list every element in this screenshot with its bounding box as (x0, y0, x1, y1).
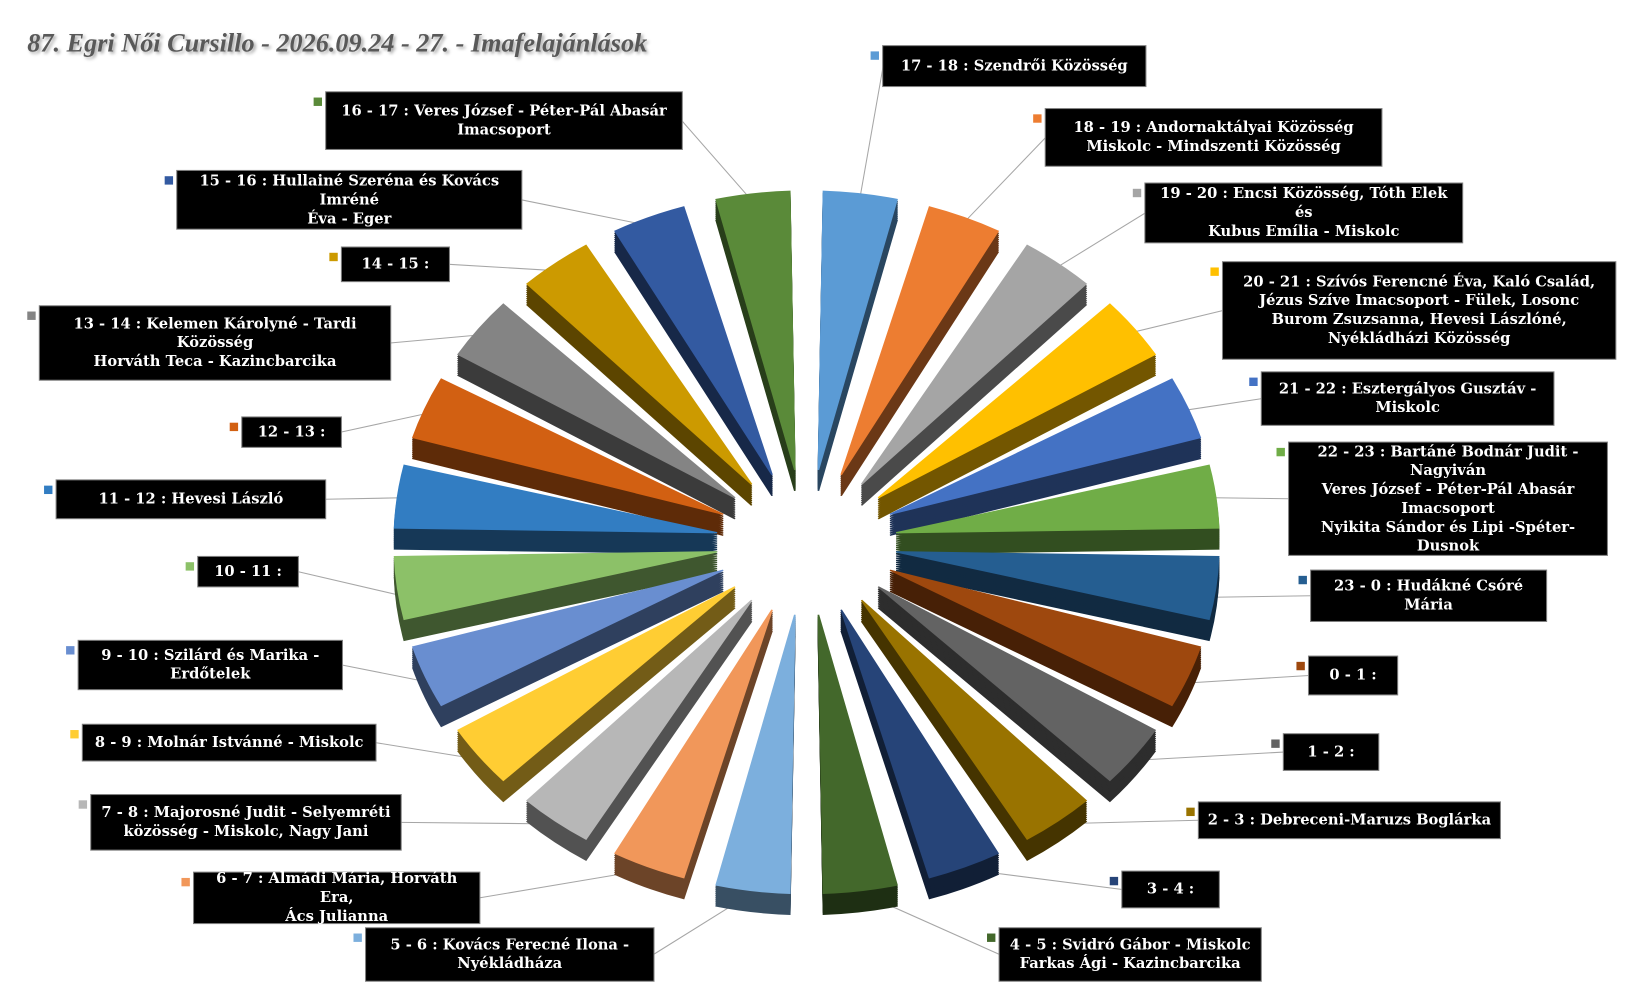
slice (840, 206, 1000, 476)
legend-marker (229, 422, 239, 432)
data-label: 13 - 14 : Kelemen Károlyné - Tardi Közös… (39, 306, 391, 380)
legend-marker (1298, 575, 1307, 585)
data-label: 21 - 22 : Esztergályos Gusztáv - Miskolc (1261, 372, 1554, 425)
data-label: 20 - 21 : Szívós Ferencné Éva, Kaló Csal… (1223, 262, 1616, 359)
data-label: 4 - 5 : Svidró Gábor - Miskolc Farkas Ág… (999, 928, 1261, 981)
leader-line (1124, 309, 1224, 335)
data-label: 18 - 19 : Andornaktályai Közösség Miskol… (1045, 109, 1382, 166)
leader-line (1204, 497, 1290, 500)
leader-line (297, 571, 409, 598)
data-label: 10 - 11 : (198, 556, 298, 587)
slice (411, 569, 724, 707)
legend-marker (329, 252, 338, 262)
slice (411, 378, 724, 515)
slice (715, 614, 796, 894)
legend-marker (185, 562, 195, 571)
legend-marker (870, 51, 879, 60)
legend-marker (164, 176, 174, 185)
data-label: 23 - 0 : Hudákné Csóré Mária (1311, 570, 1547, 621)
data-label: 5 - 6 : Kovács Ferecné Ilona - Nyékládhá… (366, 928, 654, 981)
data-label: 14 - 15 : (341, 247, 449, 282)
leader-line (340, 410, 436, 433)
leader-line (325, 497, 409, 500)
data-label: 3 - 4 : (1122, 871, 1219, 908)
legend-marker (313, 97, 323, 106)
slice (817, 614, 898, 894)
slice (457, 586, 736, 782)
data-label: 1 - 2 : (1283, 734, 1379, 770)
leader-line (448, 263, 563, 272)
slice (889, 378, 1202, 515)
legend-marker (78, 800, 88, 809)
legend-marker (1210, 267, 1219, 276)
data-label: 12 - 13 : (242, 417, 341, 447)
leader-line (959, 137, 1047, 227)
data-label: 19 - 20 : Encsi Közösség, Tóth Elek és K… (1145, 183, 1463, 243)
leader-line (858, 65, 884, 204)
legend-marker (1186, 807, 1195, 817)
legend-marker (66, 646, 75, 655)
slice (895, 551, 1220, 621)
leader-line (681, 120, 755, 204)
slice (614, 609, 773, 879)
slice (457, 303, 736, 499)
slice (860, 244, 1088, 485)
slice (526, 599, 753, 841)
data-label: 0 - 1 : (1309, 656, 1398, 695)
slice (877, 303, 1157, 499)
slice (840, 609, 1000, 879)
slice (526, 244, 753, 485)
legend-marker (353, 933, 362, 942)
slice (877, 586, 1157, 782)
data-label: 8 - 9 : Molnár Istvánné - Miskolc (82, 724, 376, 761)
slice (860, 599, 1088, 841)
data-label: 15 - 16 : Hullainé Szeréna és Kovács Imr… (177, 170, 522, 229)
chart-title: 87. Egri Női Cursillo - 2026.09.24 - 27.… (27, 29, 648, 58)
slice (393, 464, 718, 534)
data-label: 11 - 12 : Hevesi László (56, 480, 326, 519)
legend-marker (44, 485, 53, 495)
legend-marker (1271, 739, 1280, 748)
data-label: 17 - 18 : Szendrői Közösség (883, 46, 1146, 87)
data-label: 6 - 7 : Almádi Mária, Horváth Era, Ács J… (194, 871, 480, 925)
data-label: 2 - 3 : Debreceni-Maruzs Boglárka (1198, 802, 1500, 839)
legend-marker (27, 311, 36, 320)
legend-marker (987, 933, 996, 942)
legend-marker (1109, 876, 1119, 886)
legend-marker (181, 877, 190, 887)
slice (895, 464, 1220, 534)
legend-marker (1132, 188, 1142, 198)
slices (393, 190, 1220, 915)
slice (817, 190, 898, 470)
leader-line (1177, 398, 1262, 412)
legend-marker (1276, 447, 1285, 457)
leader-line (1125, 751, 1284, 762)
leader-line (1050, 212, 1146, 272)
leader-line (1177, 674, 1310, 685)
slice (393, 551, 718, 621)
legend-marker (1249, 377, 1258, 386)
legend-marker (1296, 661, 1305, 671)
leader-line (1204, 595, 1312, 598)
leader-line (390, 333, 489, 344)
data-label: 9 - 10 : Szilárd és Marika - Erdőtelek (78, 640, 342, 690)
leader-line (521, 199, 654, 227)
data-label: 16 - 17 : Veres József - Péter-Pál Abasá… (326, 92, 682, 149)
legend-marker (70, 730, 79, 739)
legend-marker (1033, 114, 1042, 123)
slice (614, 206, 773, 476)
slice (715, 190, 796, 470)
slice (889, 569, 1202, 707)
data-label: 22 - 23 : Bartáné Bodnár Judit - Nagyivá… (1289, 442, 1607, 555)
data-label: 7 - 8 : Majorosné Judit - Selyemréti köz… (91, 795, 401, 850)
